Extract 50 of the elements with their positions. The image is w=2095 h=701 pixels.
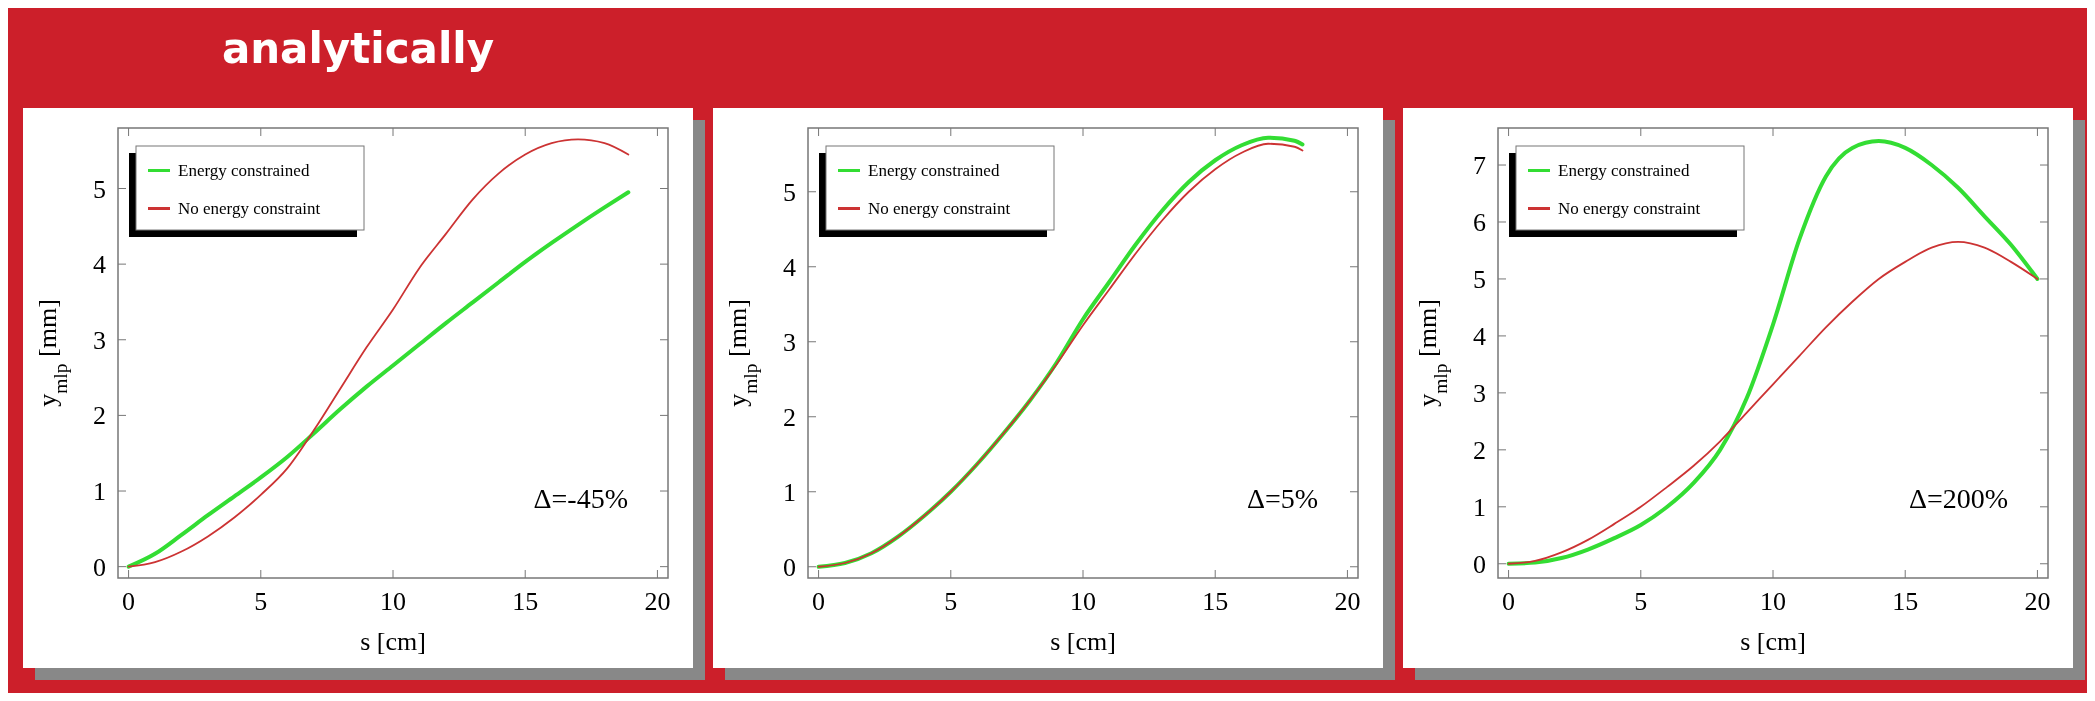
legend-label: Energy constrained [1558, 160, 1690, 180]
y-tick-label: 5 [1473, 265, 1486, 295]
y-tick-label: 6 [1473, 208, 1486, 238]
y-tick-label: 2 [93, 401, 106, 431]
x-tick-label: 0 [812, 587, 826, 616]
y-tick-label: 2 [1473, 435, 1486, 465]
annotation: Δ=200% [1908, 483, 2008, 514]
x-tick-label: 0 [122, 587, 136, 616]
y-tick-label: 2 [783, 402, 796, 432]
legend-label: No energy constraint [868, 198, 1011, 218]
y-tick-label: 3 [1473, 378, 1486, 408]
x-tick-label: 5 [254, 587, 268, 616]
annotation: Δ=-45% [533, 483, 628, 514]
x-tick-label: 15 [512, 587, 539, 616]
y-tick-label: 0 [93, 552, 106, 582]
x-tick-label: 10 [380, 587, 406, 616]
x-tick-label: 20 [1334, 587, 1361, 616]
y-tick-label: 4 [93, 250, 106, 280]
x-axis-title: s [cm] [360, 627, 426, 656]
legend-label: Energy constrained [178, 160, 310, 180]
legend-label: No energy constraint [1558, 198, 1701, 218]
x-tick-label: 15 [1892, 587, 1919, 616]
x-axis-title: s [cm] [1050, 627, 1116, 656]
annotation: Δ=5% [1246, 483, 1318, 514]
y-tick-label: 3 [93, 325, 106, 355]
x-tick-label: 20 [2024, 587, 2051, 616]
y-tick-label: 1 [783, 477, 796, 507]
x-axis-title: s [cm] [1740, 627, 1806, 656]
x-tick-label: 15 [1202, 587, 1229, 616]
y-tick-label: 4 [783, 252, 796, 282]
x-tick-label: 20 [644, 587, 671, 616]
y-tick-label: 0 [1473, 549, 1486, 579]
line-series [1506, 139, 2040, 566]
line-series [1507, 241, 2039, 565]
x-tick-label: 0 [1502, 587, 1516, 616]
y-tick-label: 4 [1473, 322, 1486, 352]
y-tick-label: 1 [1473, 492, 1486, 522]
y-tick-label: 7 [1473, 151, 1486, 181]
legend-label: No energy constraint [178, 198, 321, 218]
y-tick-label: 5 [783, 177, 796, 207]
y-tick-label: 3 [783, 327, 796, 357]
y-tick-label: 0 [783, 552, 796, 582]
y-tick-label: 1 [93, 477, 106, 507]
legend-label: Energy constrained [868, 160, 1000, 180]
x-tick-label: 5 [944, 587, 958, 616]
x-tick-label: 10 [1760, 587, 1786, 616]
x-tick-label: 5 [1634, 587, 1648, 616]
y-tick-label: 5 [93, 174, 106, 204]
chart-title: analytically [221, 24, 495, 73]
x-tick-label: 10 [1070, 587, 1096, 616]
